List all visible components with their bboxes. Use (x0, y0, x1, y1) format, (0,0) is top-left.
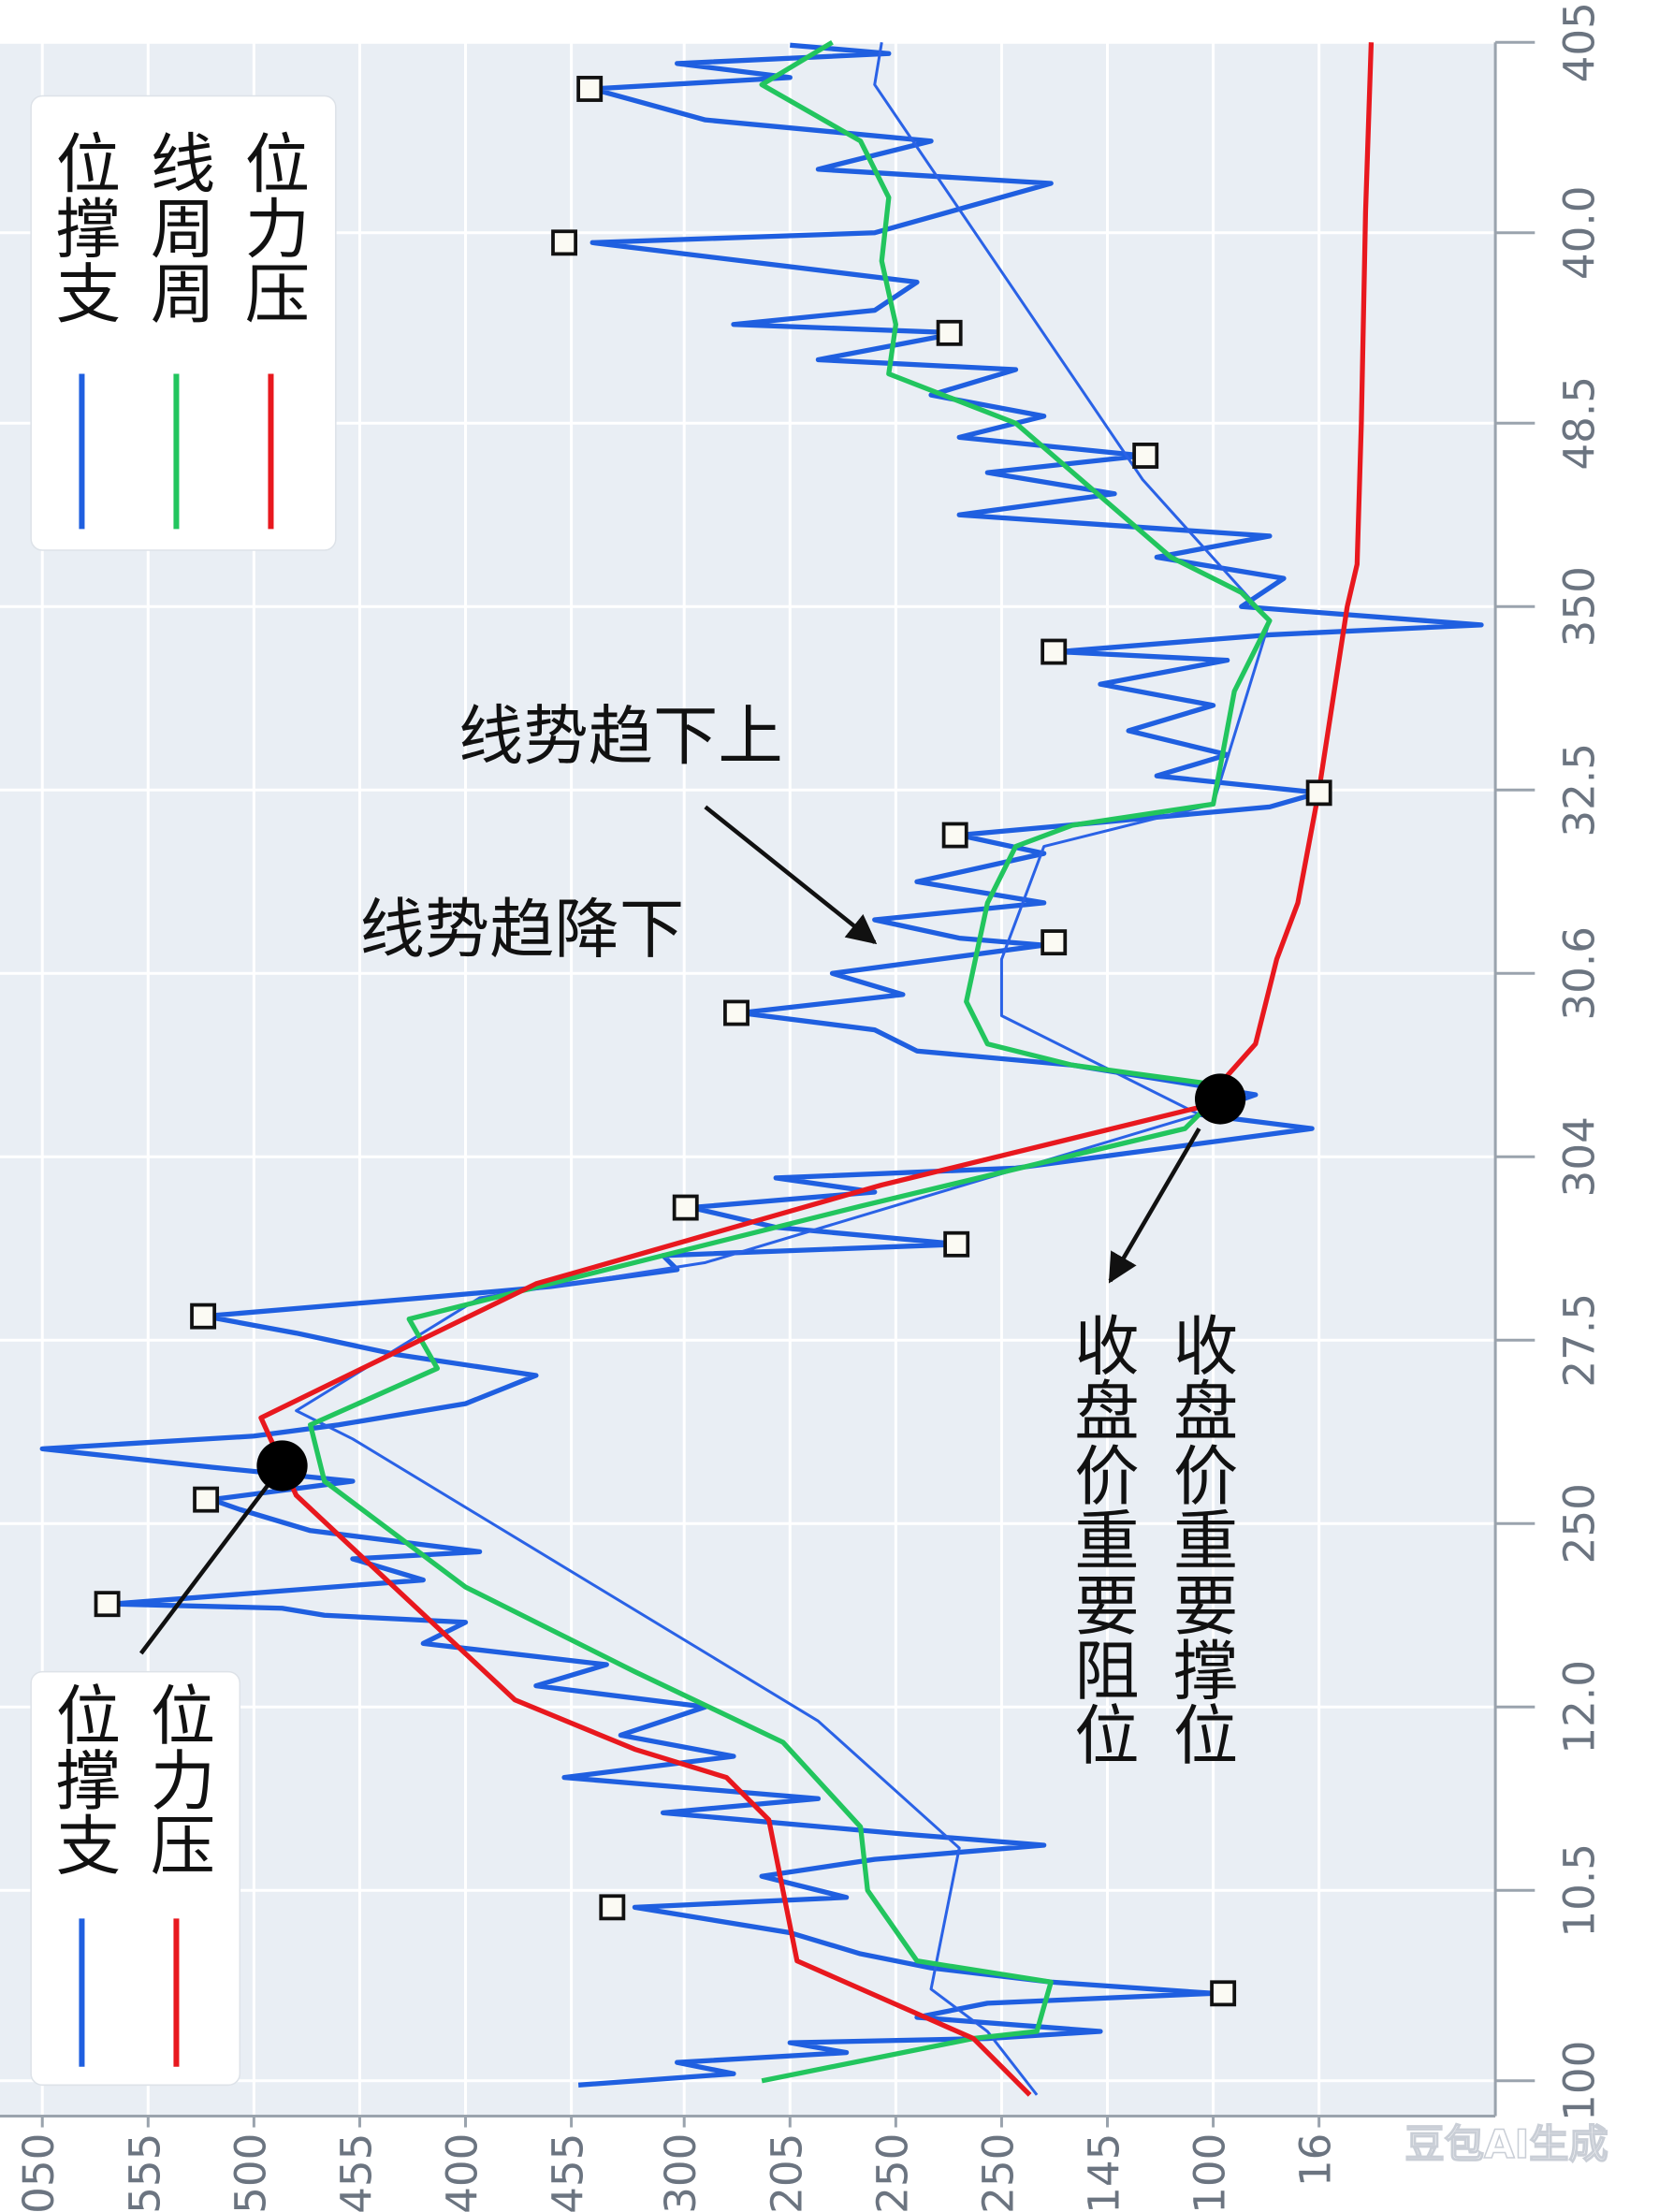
series-line (308, 39, 1273, 2084)
x-tick-label: 145 (1080, 2133, 1129, 2212)
marker (1210, 1980, 1237, 2007)
annotation: 收盘价重要阻位 (1063, 1312, 1138, 1766)
marker (672, 1194, 699, 1221)
x-tick-label: 400 (438, 2133, 488, 2212)
annotation: 线势趋下上 (458, 700, 783, 775)
key-point (1194, 1073, 1246, 1125)
marker (1041, 638, 1068, 665)
series-line (258, 42, 1375, 2097)
key-point (256, 1440, 308, 1492)
marker (1132, 443, 1159, 469)
y-tick-label: 405 (1555, 2, 1605, 82)
legend: 位撑支 线周周 位力压 (30, 95, 337, 551)
marker (193, 1486, 220, 1513)
x-tick-label: 250 (973, 2133, 1023, 2212)
legend-box (30, 95, 337, 551)
x-tick-label: 500 (226, 2133, 275, 2212)
marker (941, 822, 968, 849)
x-tick-label: 050 (14, 2133, 64, 2212)
legend: 位撑支 位力压 (30, 1670, 241, 2087)
marker (1305, 779, 1332, 807)
legend-label: 线周周 (138, 130, 213, 325)
x-tick-label: 300 (656, 2133, 706, 2212)
x-tick-label: 16 (1291, 2133, 1341, 2188)
annotation: 线势趋降下 (359, 893, 684, 968)
legend-label: 位撑支 (44, 1681, 120, 1876)
y-tick-label: 250 (1555, 1483, 1605, 1564)
x-tick-label: 455 (331, 2133, 381, 2212)
marker (551, 229, 578, 256)
y-tick-label: 10.5 (1555, 1843, 1605, 1938)
pointer-line (138, 1468, 282, 1655)
legend-label: 位力压 (233, 130, 308, 325)
x-tick-label: 250 (867, 2133, 917, 2212)
y-tick-label: 12.0 (1555, 1660, 1605, 1754)
marker (723, 999, 749, 1026)
marker (936, 319, 963, 346)
watermark: 豆包AI生成 (1405, 2121, 1608, 2167)
x-tick-label: 205 (762, 2133, 811, 2212)
y-tick-label: 32.5 (1555, 743, 1605, 837)
marker (599, 1894, 626, 1921)
legend-label: 位力压 (138, 1681, 213, 1876)
marker (190, 1302, 217, 1330)
x-tick-label: 100 (1186, 2133, 1235, 2212)
y-tick-label: 304 (1555, 1116, 1605, 1197)
y-tick-label: 30.6 (1555, 926, 1605, 1021)
arrow (1108, 1127, 1201, 1284)
x-tick-label: 555 (120, 2133, 169, 2212)
lines (39, 39, 1484, 2097)
legend-label: 位撑支 (44, 130, 120, 325)
arrow (704, 805, 878, 945)
marker (94, 1591, 121, 1618)
marker (943, 1230, 970, 1258)
y-tick-label: 350 (1555, 566, 1605, 647)
y-tick-label: 100 (1555, 2041, 1605, 2121)
annotation: 收盘价重要撑位 (1162, 1312, 1238, 1766)
marker (1041, 929, 1068, 956)
y-tick-label: 48.5 (1555, 376, 1605, 471)
x-tick-label: 455 (544, 2133, 593, 2212)
y-tick-label: 27.5 (1555, 1293, 1605, 1388)
series-line (39, 42, 1484, 2088)
marker (576, 76, 604, 102)
y-tick-label: 40.0 (1555, 185, 1605, 280)
